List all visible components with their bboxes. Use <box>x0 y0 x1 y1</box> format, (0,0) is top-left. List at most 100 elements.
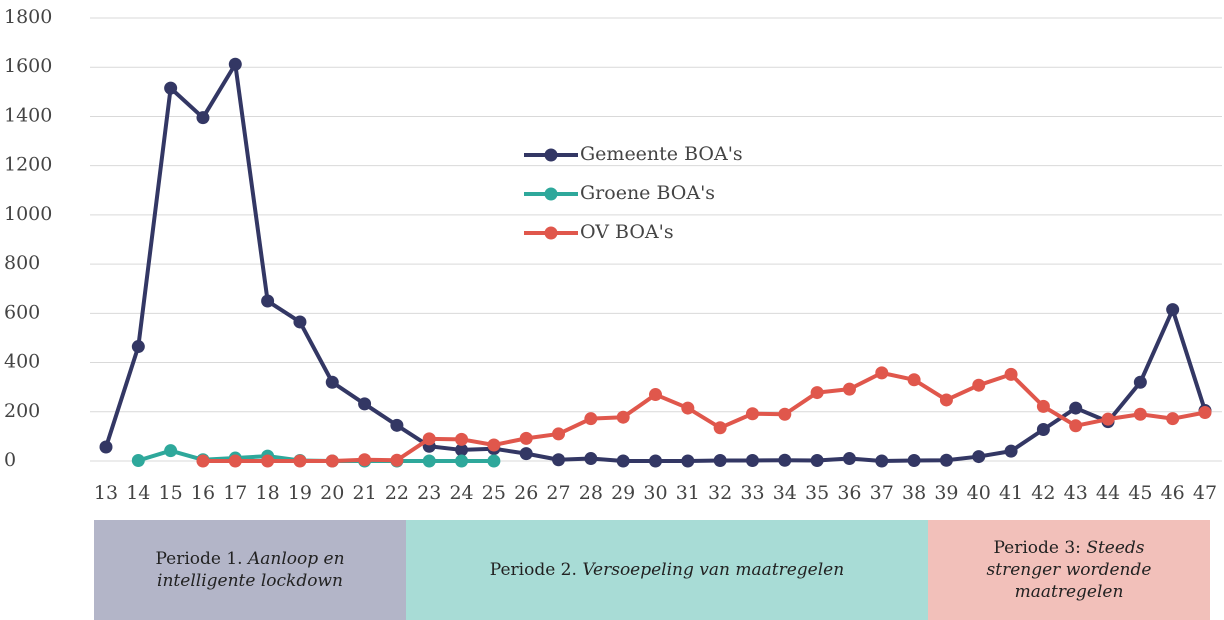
x-tick-label: 20 <box>320 482 344 504</box>
x-tick-label: 18 <box>256 482 280 504</box>
series-marker <box>228 454 242 468</box>
x-tick-label: 31 <box>676 482 700 504</box>
x-tick-label: 32 <box>708 482 732 504</box>
series-marker <box>196 111 210 125</box>
series-marker <box>907 373 921 387</box>
x-tick-label: 40 <box>967 482 991 504</box>
x-tick-label: 14 <box>126 482 150 504</box>
x-tick-label: 27 <box>546 482 570 504</box>
series-marker <box>681 454 695 468</box>
x-tick-label: 30 <box>643 482 667 504</box>
series-marker <box>584 412 598 426</box>
y-tick-label: 200 <box>4 400 40 422</box>
y-tick-label: 400 <box>4 351 40 373</box>
series-marker <box>455 454 469 468</box>
x-tick-label: 37 <box>870 482 894 504</box>
series-marker <box>1166 412 1180 426</box>
x-tick-label: 41 <box>999 482 1023 504</box>
series-marker <box>325 454 339 468</box>
series-marker <box>358 453 372 467</box>
x-tick-label: 34 <box>773 482 797 504</box>
series-marker <box>99 440 113 454</box>
legend-label: OV BOA's <box>580 221 674 243</box>
period-label: Periode 3: <box>993 537 1081 558</box>
y-tick-label: 1400 <box>4 104 52 126</box>
x-tick-label: 17 <box>223 482 247 504</box>
period-description: Aanloop en intelligente lockdown <box>157 548 345 591</box>
series-marker <box>1069 419 1083 433</box>
x-tick-label: 42 <box>1031 482 1055 504</box>
series-marker <box>422 454 436 468</box>
series-marker <box>325 375 339 389</box>
period-label: Periode 2. <box>489 559 577 580</box>
x-tick-label: 43 <box>1064 482 1088 504</box>
series-marker <box>1004 367 1018 381</box>
period-label: Periode 1. <box>155 548 243 569</box>
series-marker <box>1133 407 1147 421</box>
x-tick-label: 38 <box>902 482 926 504</box>
x-tick-label: 15 <box>159 482 183 504</box>
series-marker <box>228 57 242 71</box>
period-box: Periode 3: Steeds strenger wordende maat… <box>928 520 1210 620</box>
series-marker <box>616 454 630 468</box>
x-tick-label: 29 <box>611 482 635 504</box>
series-marker <box>1036 422 1050 436</box>
period-text: Periode 2. Versoepeling van maatregelen <box>490 559 844 581</box>
series-marker <box>131 340 145 354</box>
series-marker <box>1101 412 1115 426</box>
x-tick-label: 28 <box>579 482 603 504</box>
series-marker <box>875 366 889 380</box>
series-marker <box>1036 399 1050 413</box>
x-tick-label: 19 <box>288 482 312 504</box>
x-tick-label: 13 <box>94 482 118 504</box>
series-marker <box>778 407 792 421</box>
series-marker <box>745 454 759 468</box>
y-tick-label: 1600 <box>4 55 52 77</box>
series-marker <box>390 453 404 467</box>
series-marker <box>616 410 630 424</box>
x-tick-label: 23 <box>417 482 441 504</box>
series-marker <box>810 386 824 400</box>
series-marker <box>713 454 727 468</box>
series-marker <box>293 454 307 468</box>
series-marker <box>487 438 501 452</box>
x-tick-label: 26 <box>514 482 538 504</box>
series-marker <box>552 453 566 467</box>
period-description: Versoepeling van maatregelen <box>582 559 845 580</box>
legend-marker <box>544 187 558 201</box>
series-marker <box>778 453 792 467</box>
series-marker <box>939 393 953 407</box>
series-marker <box>358 397 372 411</box>
y-tick-label: 600 <box>4 301 40 323</box>
x-tick-label: 39 <box>934 482 958 504</box>
series-marker <box>681 401 695 415</box>
y-tick-label: 1800 <box>4 6 52 28</box>
x-tick-label: 21 <box>352 482 376 504</box>
series-line <box>202 370 1206 463</box>
series-marker <box>261 454 275 468</box>
series-marker <box>1198 406 1212 420</box>
x-tick-label: 24 <box>449 482 473 504</box>
series-marker <box>842 382 856 396</box>
series-marker <box>745 407 759 421</box>
series-marker <box>875 454 889 468</box>
series-marker <box>584 452 598 466</box>
period-description: Steeds strenger wordende maatregelen <box>986 537 1152 603</box>
y-tick-label: 1200 <box>4 154 52 176</box>
series-marker <box>972 450 986 464</box>
series-marker <box>519 431 533 445</box>
x-tick-label: 46 <box>1161 482 1185 504</box>
y-tick-label: 1000 <box>4 203 52 225</box>
series-marker <box>455 443 469 457</box>
period-text: Periode 1. Aanloop en intelligente lockd… <box>134 548 366 592</box>
series-marker <box>164 444 178 458</box>
series-marker <box>907 454 921 468</box>
series-marker <box>422 432 436 446</box>
series-marker <box>1004 444 1018 458</box>
series-marker <box>552 427 566 441</box>
period-box: Periode 1. Aanloop en intelligente lockd… <box>94 520 406 620</box>
series-marker <box>519 447 533 461</box>
chart: 0 200 400 600 800 1000 1200 1400 1600 1800 13 14 15 1… <box>4 6 1222 504</box>
series-marker <box>261 294 275 308</box>
